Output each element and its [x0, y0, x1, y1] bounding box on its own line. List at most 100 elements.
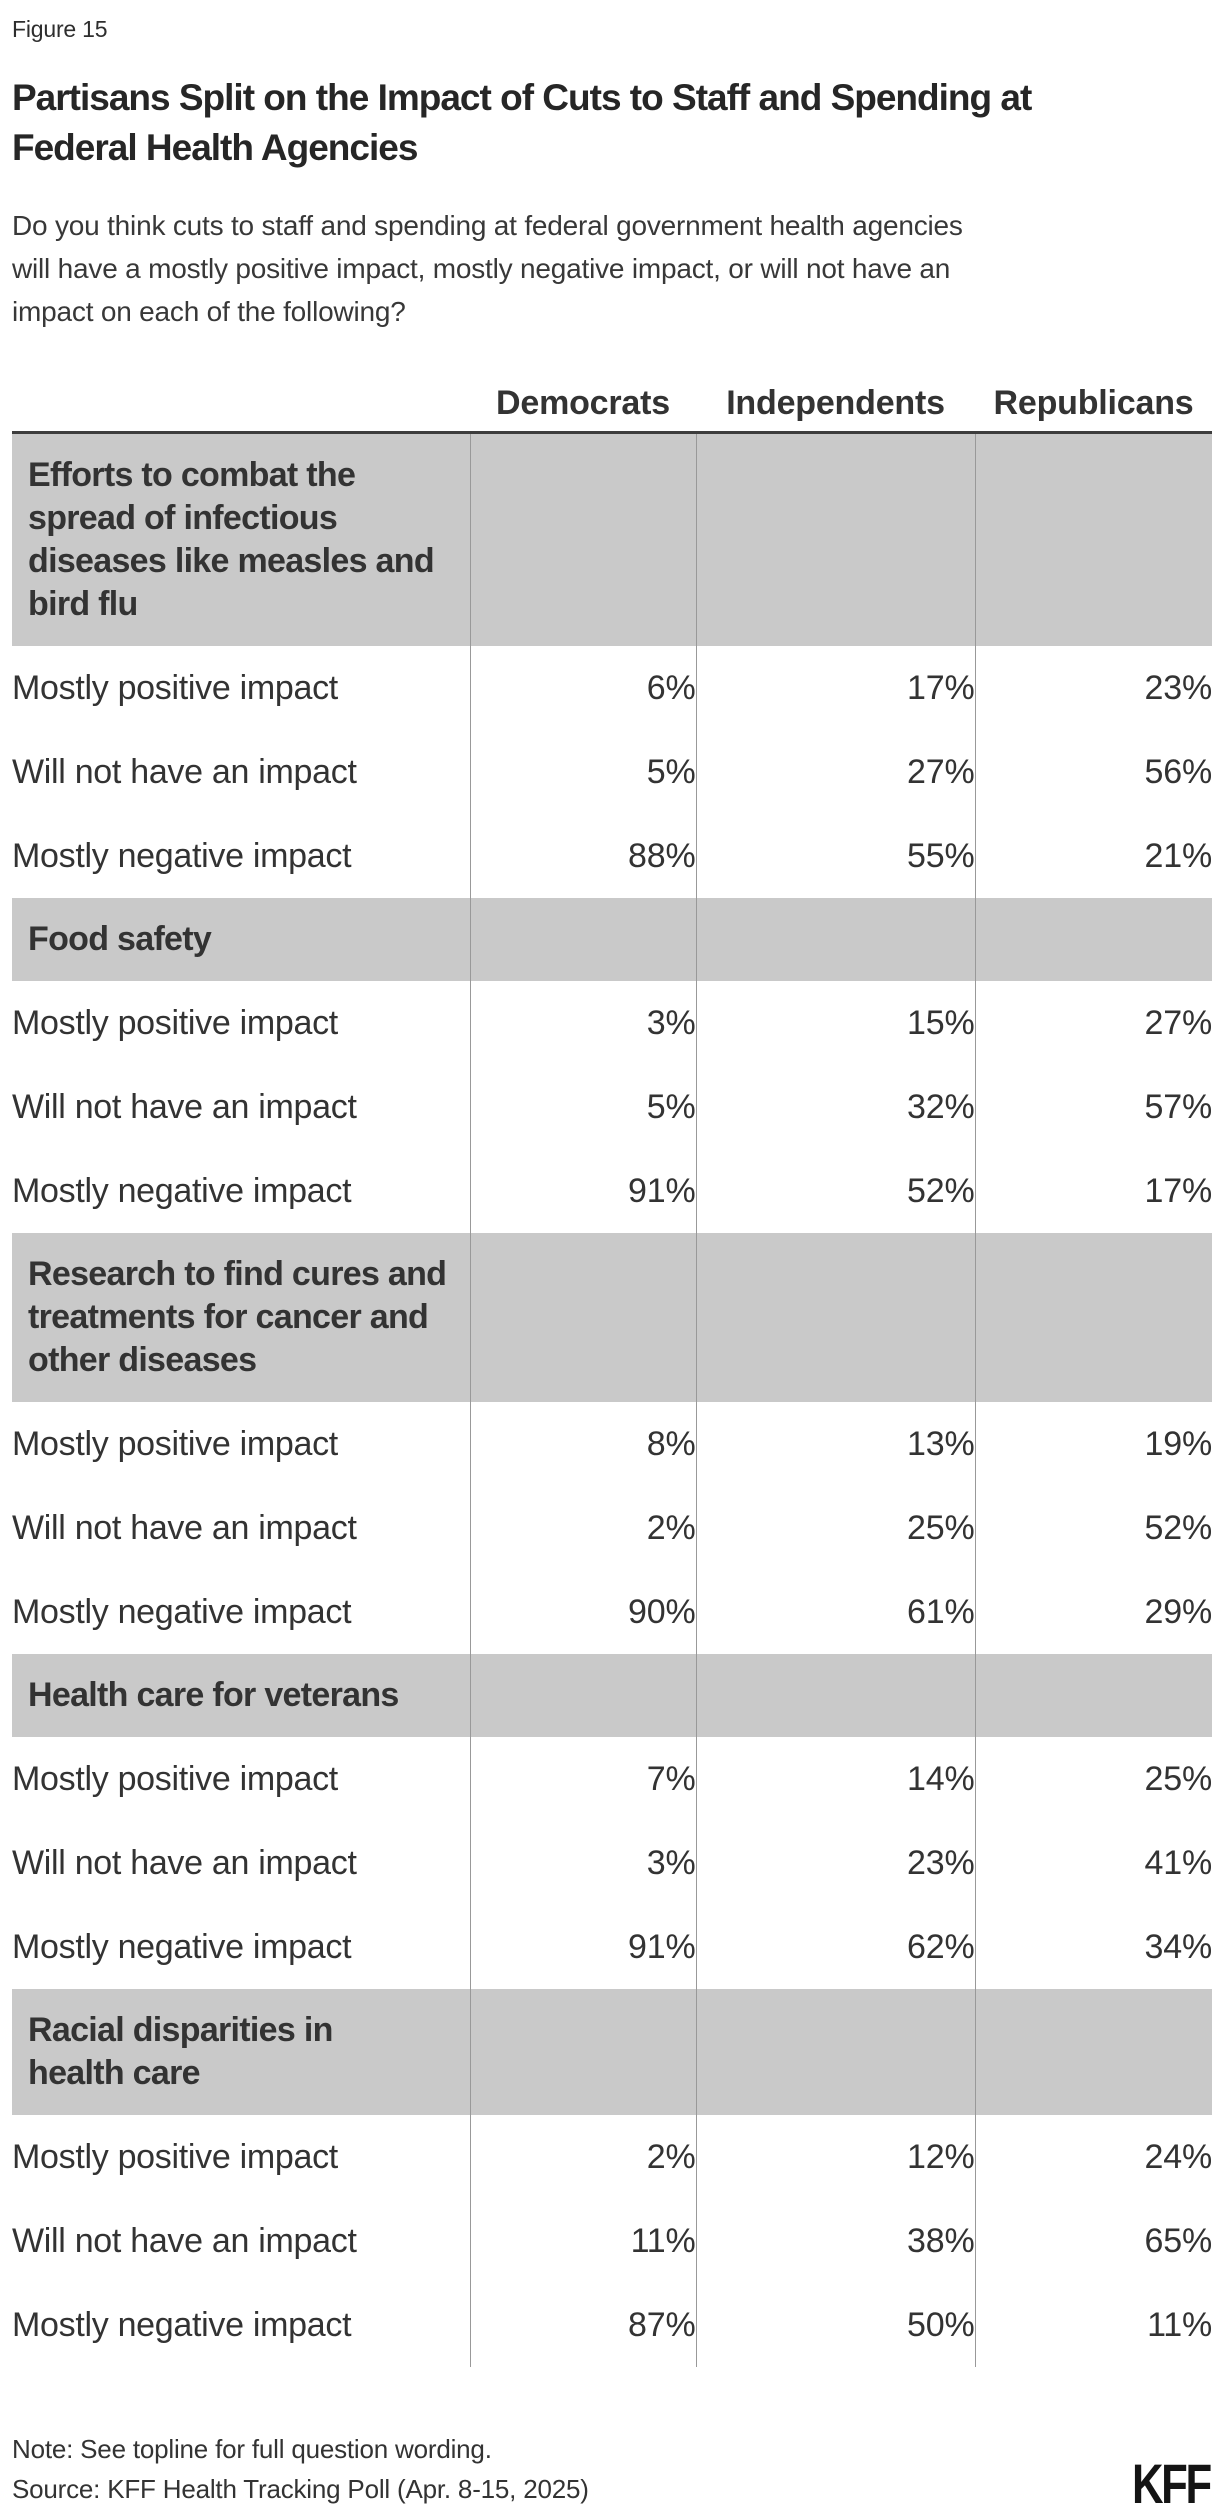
value-cell-republicans: 11% — [974, 2283, 1212, 2367]
value-cell-democrats: 5% — [469, 730, 696, 814]
note-text: Note: See topline for full question word… — [12, 2434, 492, 2464]
response-label: Will not have an impact — [12, 2199, 470, 2283]
table-row: Will not have an impact 5% 32% 57% — [12, 1065, 1212, 1149]
response-label: Will not have an impact — [12, 1065, 470, 1149]
response-label: Will not have an impact — [12, 730, 470, 814]
value-cell-democrats: 88% — [469, 814, 696, 898]
group-header-row: Racial disparities in health care — [12, 1989, 1212, 2115]
table-row: Mostly positive impact 7% 14% 25% — [12, 1737, 1212, 1821]
value-cell-democrats: 90% — [469, 1570, 696, 1654]
value-cell-republicans: 24% — [974, 2115, 1212, 2199]
group-header-spacer — [695, 898, 975, 981]
column-header-republicans: Republicans — [993, 383, 1194, 422]
value-cell-independents: 14% — [695, 1737, 975, 1821]
value-cell-independents: 15% — [695, 981, 975, 1065]
group-header-label: Efforts to combat the spread of infectio… — [12, 432, 470, 646]
group-header-spacer — [695, 1654, 975, 1737]
value-cell-independents: 27% — [695, 730, 975, 814]
value-cell-independents: 25% — [695, 1486, 975, 1570]
survey-question-text: Do you think cuts to staff and spending … — [12, 210, 963, 327]
value-cell-independents: 38% — [695, 2199, 975, 2283]
column-header-democrats: Democrats — [496, 383, 670, 422]
table-row: Mostly negative impact 90% 61% 29% — [12, 1570, 1212, 1654]
value-cell-republicans: 27% — [974, 981, 1212, 1065]
table-row: Will not have an impact 2% 25% 52% — [12, 1486, 1212, 1570]
response-label: Mostly negative impact — [12, 1149, 470, 1233]
value-cell-democrats: 6% — [469, 646, 696, 730]
poll-results-table: Democrats Independents Republicans Effor… — [12, 375, 1212, 2367]
value-cell-independents: 23% — [695, 1821, 975, 1905]
value-cell-republicans: 29% — [974, 1570, 1212, 1654]
group-header-label: Racial disparities in health care — [12, 1989, 470, 2115]
response-label: Mostly positive impact — [12, 1402, 470, 1486]
value-cell-republicans: 52% — [974, 1486, 1212, 1570]
value-cell-democrats: 91% — [469, 1149, 696, 1233]
figure-footer: Note: See topline for full question word… — [0, 2429, 1220, 2515]
response-label: Mostly positive impact — [12, 646, 470, 730]
value-cell-independents: 50% — [695, 2283, 975, 2367]
group-header-label: Health care for veterans — [12, 1654, 470, 1737]
group-header-row: Efforts to combat the spread of infectio… — [12, 432, 1212, 646]
group-header-label: Food safety — [12, 898, 470, 981]
response-label: Mostly positive impact — [12, 981, 470, 1065]
value-cell-democrats: 87% — [469, 2283, 696, 2367]
group-header-spacer — [974, 1654, 1212, 1737]
value-cell-independents: 62% — [695, 1905, 975, 1989]
figure-number-label: Figure 15 — [12, 16, 108, 42]
response-label: Mostly negative impact — [12, 1570, 470, 1654]
group-header-label: Research to find cures and treatments fo… — [12, 1233, 470, 1402]
response-label: Will not have an impact — [12, 1486, 470, 1570]
value-cell-democrats: 2% — [469, 2115, 696, 2199]
response-label: Will not have an impact — [12, 1821, 470, 1905]
group-header-spacer — [469, 1654, 696, 1737]
group-header-spacer — [974, 898, 1212, 981]
group-header-row: Health care for veterans — [12, 1654, 1212, 1737]
value-cell-democrats: 2% — [469, 1486, 696, 1570]
column-header-row: Democrats Independents Republicans — [12, 375, 1212, 433]
value-cell-democrats: 7% — [469, 1737, 696, 1821]
table-row: Will not have an impact 3% 23% 41% — [12, 1821, 1212, 1905]
value-cell-democrats: 5% — [469, 1065, 696, 1149]
footnotes: Note: See topline for full question word… — [12, 2429, 589, 2509]
table-row: Will not have an impact 5% 27% 56% — [12, 730, 1212, 814]
group-header-spacer — [695, 1989, 975, 2115]
table-row: Mostly negative impact 88% 55% 21% — [12, 814, 1212, 898]
value-cell-republicans: 25% — [974, 1737, 1212, 1821]
value-cell-republicans: 65% — [974, 2199, 1212, 2283]
kff-logo: KFF — [1132, 2452, 1212, 2515]
value-cell-independents: 61% — [695, 1570, 975, 1654]
value-cell-independents: 52% — [695, 1149, 975, 1233]
value-cell-republicans: 19% — [974, 1402, 1212, 1486]
value-cell-independents: 13% — [695, 1402, 975, 1486]
group-header-spacer — [469, 898, 696, 981]
value-cell-democrats: 11% — [469, 2199, 696, 2283]
response-label: Mostly positive impact — [12, 1737, 470, 1821]
corner-cell — [12, 375, 470, 433]
value-cell-republicans: 56% — [974, 730, 1212, 814]
value-cell-democrats: 3% — [469, 1821, 696, 1905]
group-header-row: Food safety — [12, 898, 1212, 981]
table-row: Mostly positive impact 8% 13% 19% — [12, 1402, 1212, 1486]
figure-page: Figure 15 Partisans Split on the Impact … — [12, 16, 1212, 2367]
group-header-spacer — [974, 1989, 1212, 2115]
value-cell-democrats: 91% — [469, 1905, 696, 1989]
group-header-spacer — [974, 432, 1212, 646]
table-row: Mostly positive impact 2% 12% 24% — [12, 2115, 1212, 2199]
response-label: Mostly negative impact — [12, 2283, 470, 2367]
group-header-spacer — [695, 1233, 975, 1402]
group-header-spacer — [469, 1233, 696, 1402]
response-label: Mostly positive impact — [12, 2115, 470, 2199]
table-row: Mostly negative impact 87% 50% 11% — [12, 2283, 1212, 2367]
value-cell-independents: 12% — [695, 2115, 975, 2199]
group-header-spacer — [469, 432, 696, 646]
value-cell-republicans: 17% — [974, 1149, 1212, 1233]
value-cell-republicans: 41% — [974, 1821, 1212, 1905]
group-header-spacer — [469, 1989, 696, 2115]
group-header-spacer — [974, 1233, 1212, 1402]
value-cell-independents: 55% — [695, 814, 975, 898]
value-cell-democrats: 3% — [469, 981, 696, 1065]
response-label: Mostly negative impact — [12, 814, 470, 898]
value-cell-republicans: 23% — [974, 646, 1212, 730]
column-header-independents: Independents — [726, 383, 945, 422]
value-cell-democrats: 8% — [469, 1402, 696, 1486]
